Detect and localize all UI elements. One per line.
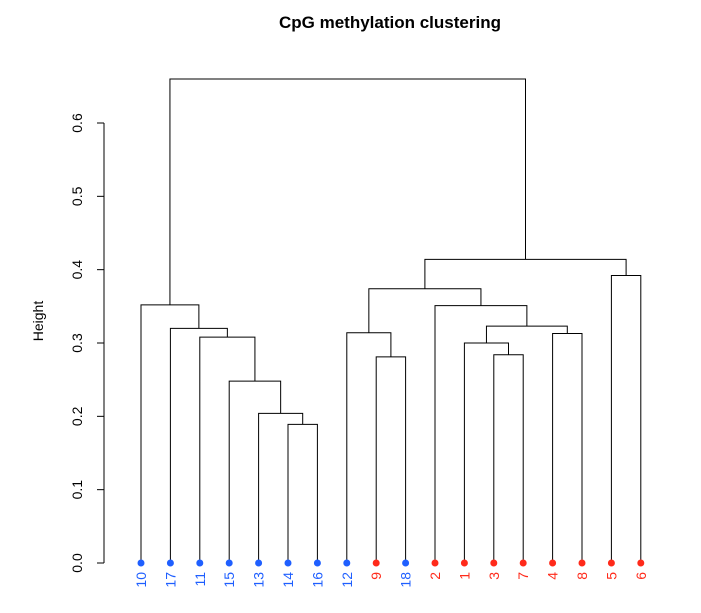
dendrogram-link	[552, 332, 583, 563]
dendrogram-link	[258, 412, 304, 563]
leaf-label: 3	[486, 572, 502, 580]
leaf-point	[372, 559, 380, 567]
y-tick-label: 0.4	[69, 260, 85, 280]
dendrogram-links	[140, 78, 642, 563]
y-tick-label: 0.3	[69, 333, 85, 353]
leaf-label: 1	[456, 572, 472, 580]
leaf-point	[431, 559, 439, 567]
leaf-point	[549, 559, 557, 567]
dendrogram-link	[346, 332, 392, 563]
leaf-label: 8	[574, 572, 590, 580]
leaf-point	[637, 559, 645, 567]
leaf-label: 2	[427, 572, 443, 580]
dendrogram-link	[228, 380, 282, 563]
leaf-point	[607, 559, 615, 567]
dendrogram-link	[424, 258, 627, 289]
dendrogram-link	[368, 288, 482, 333]
y-tick-label: 0.2	[69, 406, 85, 426]
leaf-label: 15	[221, 572, 237, 588]
dendrogram-link	[493, 354, 524, 563]
leaf-point	[196, 559, 204, 567]
leaf-point	[578, 559, 586, 567]
leaf-label: 4	[545, 572, 561, 580]
leaf-label: 18	[398, 572, 414, 588]
chart-title: CpG methylation clustering	[279, 13, 501, 32]
y-tick-label: 0.1	[69, 480, 85, 500]
dendrogram-link	[434, 305, 528, 563]
dendrogram-link	[140, 304, 200, 563]
leaf-label: 14	[280, 572, 296, 588]
dendrogram-link	[169, 327, 228, 563]
leaf-point	[166, 559, 174, 567]
leaf-point	[255, 559, 263, 567]
dendrogram-link	[375, 356, 407, 563]
leaf-label: 5	[603, 572, 619, 580]
leaf-label: 13	[251, 572, 267, 588]
y-axis: 0.0 0.1 0.2 0.3 0.4 0.5 0.6 Height	[30, 113, 105, 573]
leaf-label: 10	[133, 572, 149, 588]
y-tick-label: 0.0	[69, 553, 85, 573]
y-axis-title: Height	[30, 301, 46, 342]
leaf-point	[284, 559, 292, 567]
y-axis-ticks: 0.0 0.1 0.2 0.3 0.4 0.5 0.6	[69, 113, 104, 573]
leaf-label: 17	[162, 572, 178, 588]
dendrogram-link	[610, 275, 642, 563]
dendrogram-leaves: 10 17 11 15 13 14 16 12 9 18 2 1 3 7 4 8 5 6	[133, 559, 649, 588]
dendrogram-link	[485, 325, 568, 343]
leaf-label: 7	[515, 572, 531, 580]
leaf-point	[343, 559, 351, 567]
leaf-point	[225, 559, 233, 567]
leaf-point	[402, 559, 410, 567]
leaf-label: 6	[633, 572, 649, 580]
y-tick-label: 0.6	[69, 113, 85, 133]
leaf-label: 16	[309, 572, 325, 588]
leaf-point	[490, 559, 498, 567]
dendrogram-link	[463, 342, 509, 563]
leaf-label: 11	[192, 572, 208, 587]
dendrogram-link	[199, 336, 256, 563]
y-tick-label: 0.5	[69, 186, 85, 206]
dendrogram-link	[287, 423, 318, 563]
leaf-label: 9	[368, 572, 384, 580]
dendrogram-link	[169, 78, 526, 305]
leaf-point	[519, 559, 527, 567]
leaf-point	[137, 559, 145, 567]
leaf-point	[460, 559, 468, 567]
leaf-point	[313, 559, 321, 567]
leaf-label: 12	[339, 572, 355, 588]
